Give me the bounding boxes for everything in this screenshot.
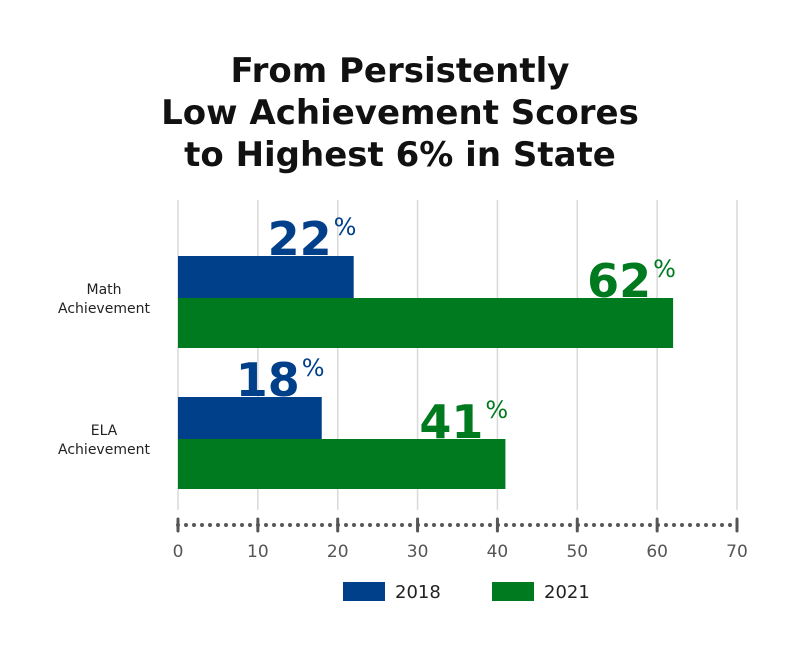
bars: 22 %62 %18 %41% xyxy=(178,212,676,489)
x-tick-label: 10 xyxy=(247,542,269,562)
data-label: 62 xyxy=(587,254,651,308)
legend-swatch-2021 xyxy=(492,582,534,601)
category-label: Achievement xyxy=(58,301,150,317)
bar-2021-ela xyxy=(178,439,506,489)
data-label-percent: % xyxy=(334,213,357,241)
x-tick-label: 30 xyxy=(407,542,429,562)
x-tick-label: 20 xyxy=(327,542,349,562)
data-label-percent: % xyxy=(653,255,676,283)
chart-title-line: From Persistently xyxy=(230,51,570,91)
legend-label: 2018 xyxy=(395,582,441,603)
chart-title-line: Low Achievement Scores xyxy=(161,93,639,133)
data-label-percent: % xyxy=(302,354,325,382)
legend: 2018 2021 xyxy=(343,582,590,603)
data-label-percent: % xyxy=(485,396,508,424)
bar-2021-math xyxy=(178,298,674,348)
x-tick-label: 0 xyxy=(173,542,184,562)
data-label: 22 xyxy=(268,212,332,266)
category-labels: Math Achievement ELA Achievement xyxy=(58,282,150,458)
data-label: 18 xyxy=(236,353,300,407)
chart-title: From Persistently Low Achievement Scores… xyxy=(0,50,800,176)
legend-label: 2021 xyxy=(544,582,590,603)
x-tick-label: 60 xyxy=(646,542,668,562)
legend-swatch-2018 xyxy=(343,582,385,601)
category-label: Achievement xyxy=(58,442,150,458)
category-label: ELA xyxy=(91,423,118,439)
bar-2018-ela xyxy=(178,397,322,447)
x-tick-label: 50 xyxy=(566,542,588,562)
data-label: 41 xyxy=(419,395,483,449)
chart-title-line: to Highest 6% in State xyxy=(184,135,616,175)
x-tick-label: 70 xyxy=(726,542,748,562)
x-tick-label: 40 xyxy=(487,542,509,562)
x-axis: 0 10 20 30 40 50 60 70 xyxy=(173,517,748,562)
category-label: Math xyxy=(86,282,121,298)
bar-2018-math xyxy=(178,256,354,306)
